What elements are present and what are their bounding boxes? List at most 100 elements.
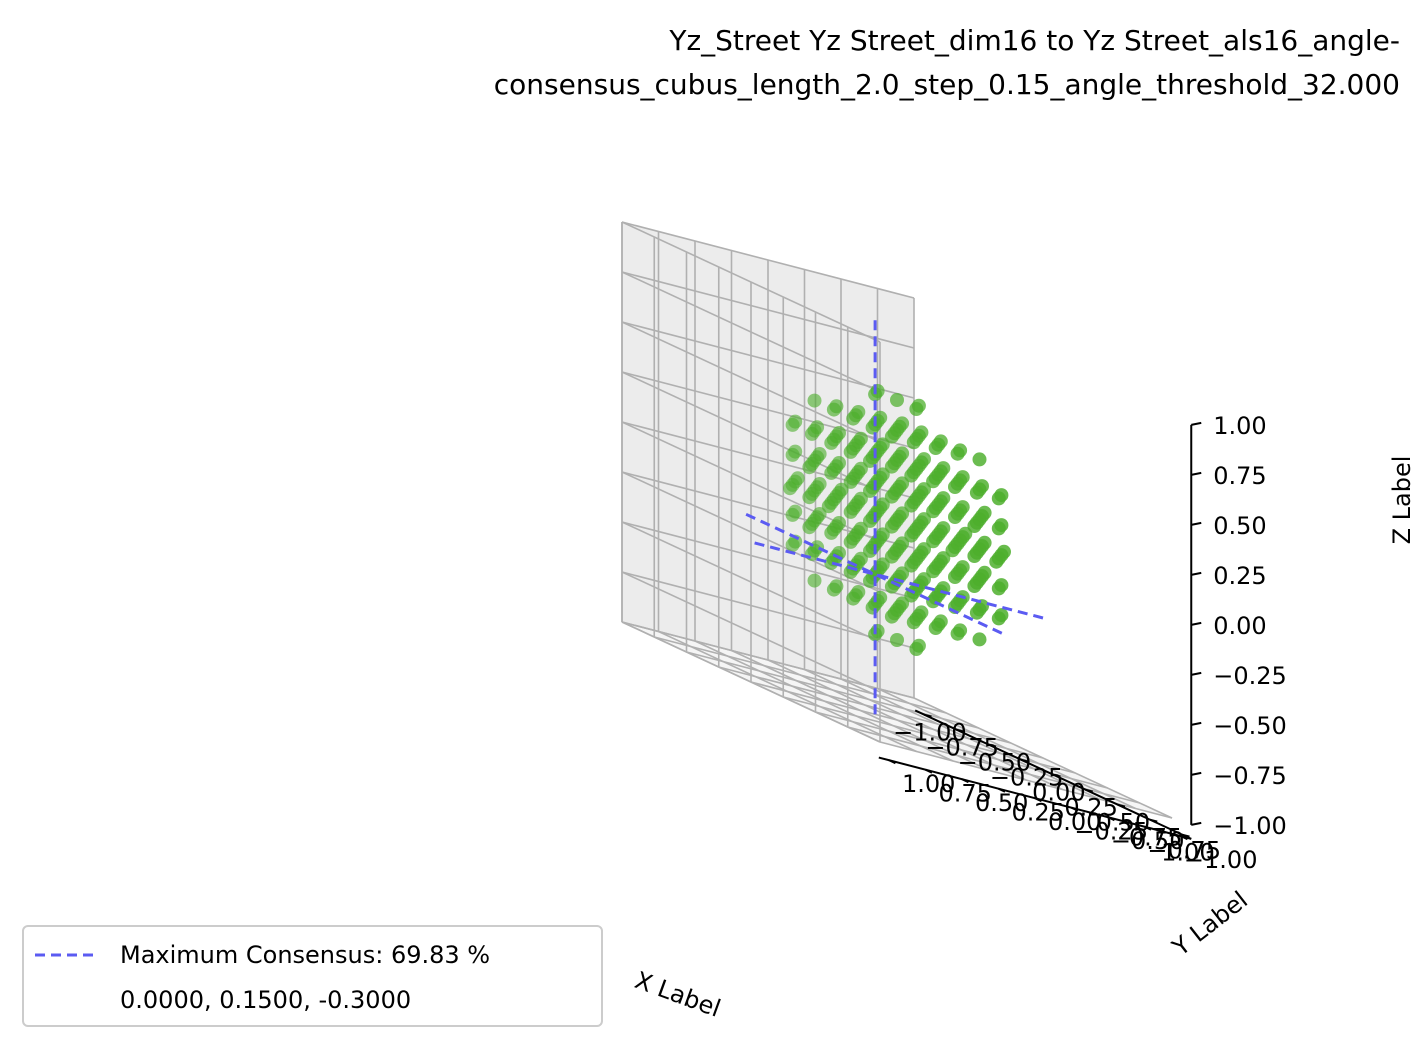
scatter-point [824, 525, 839, 540]
gridline [621, 221, 915, 299]
y-tick-label: −0.75 [1147, 837, 1221, 865]
x-tick-label: 0.50 [1097, 809, 1150, 837]
scatter-point [843, 444, 858, 459]
gridline [621, 621, 881, 743]
scatter-point [884, 609, 899, 624]
x-tick-mark [923, 713, 932, 718]
scatter-point [824, 435, 839, 450]
z-tick-label: −0.25 [1213, 662, 1287, 690]
gridline [694, 640, 954, 762]
scatter-point [909, 642, 924, 656]
gridline [731, 649, 990, 772]
scatter-point [826, 402, 841, 417]
scatter-point [846, 411, 861, 426]
scatter-point [928, 441, 943, 455]
scatter-point [853, 521, 868, 536]
x-tick-label: −0.25 [990, 764, 1064, 792]
scatter-point [863, 573, 877, 588]
y-tick-mark [1107, 816, 1115, 822]
scatter-point [853, 551, 868, 566]
y-tick-label: 0.75 [938, 780, 991, 808]
z-tick-label: −1.00 [1213, 812, 1287, 840]
z-tick-label: 0.25 [1213, 562, 1266, 590]
y-tick-mark [998, 787, 1006, 793]
scatter-point [802, 460, 817, 475]
y-tick-label: −0.50 [1111, 827, 1185, 855]
z-tick-mark [1191, 421, 1202, 426]
y-tick-label: 0.50 [975, 789, 1028, 817]
gridline [621, 221, 881, 343]
scatter-point [843, 504, 858, 519]
y-tick-label: −0.25 [1074, 818, 1148, 846]
y-tick-mark [1071, 806, 1079, 812]
y-tick-label: −1.00 [1184, 846, 1258, 874]
scatter-point [824, 465, 839, 480]
scatter-point [826, 582, 841, 597]
scatter-points [783, 384, 1011, 656]
scatter-point [843, 534, 858, 549]
axes-ticks: −1.00−0.75−0.50−0.250.000.250.500.751.00… [888, 412, 1287, 874]
consensus-line-y [750, 540, 1044, 620]
scatter-point [906, 435, 921, 450]
scatter-point [928, 591, 943, 605]
scatter-point [991, 491, 1006, 506]
legend-entry-coords: 0.0000, 0.1500, -0.3000 [120, 986, 411, 1014]
scatter-point [805, 426, 819, 441]
z-tick-label: −0.50 [1213, 712, 1287, 740]
scatter-point [785, 507, 800, 522]
scatter-point [991, 611, 1006, 626]
x-tick-label: −1.00 [893, 719, 967, 747]
y-tick-mark [961, 778, 969, 784]
x-tick-mark [988, 743, 997, 748]
y-tick-label: 1.00 [902, 770, 955, 798]
scatter-point [906, 615, 921, 630]
y-tick-mark [888, 759, 896, 765]
scatter-point [785, 417, 800, 432]
scatter-point [890, 393, 904, 407]
x-tick-mark [1085, 788, 1094, 793]
scatter-point [972, 452, 987, 467]
scatter-point [967, 549, 982, 563]
scatter-point [906, 465, 921, 480]
scatter-point [785, 447, 800, 462]
scatter-point [991, 521, 1006, 536]
y-tick-mark [925, 768, 933, 774]
y-tick-label: 0.00 [1048, 808, 1101, 836]
scatter-point [875, 557, 890, 572]
x-axis-label: X Label [631, 966, 724, 1023]
scatter-point [928, 561, 943, 575]
z-tick-mark [1191, 821, 1202, 826]
scatter-point [948, 480, 962, 494]
y-tick-mark [1034, 797, 1042, 803]
z-tick-mark [1191, 621, 1202, 626]
z-tick-mark [1191, 721, 1202, 726]
scatter-point [863, 543, 877, 558]
scatter-point [807, 393, 822, 408]
scatter-point [802, 520, 817, 535]
z-tick-mark [1191, 521, 1202, 526]
scatter-point [821, 499, 836, 514]
z-tick-mark [1191, 471, 1202, 476]
x-tick-mark [956, 728, 965, 733]
x-tick-label: 1.00 [1161, 839, 1214, 867]
scatter-point [884, 489, 899, 504]
scatter-point [928, 621, 943, 635]
scatter-point [989, 554, 1004, 569]
scatter-point [884, 459, 899, 474]
scatter-point [948, 570, 962, 584]
scatter-point [853, 491, 868, 506]
scatter-point [969, 485, 984, 500]
z-tick-label: 0.50 [1213, 512, 1266, 540]
legend-box [22, 925, 603, 1027]
scatter-point [783, 481, 797, 496]
x-tick-mark [1020, 758, 1029, 763]
x-tick-mark [1149, 818, 1158, 823]
scatter-point [950, 446, 965, 461]
z-axis-label: Z Label [1388, 456, 1416, 545]
x-tick-label: 0.75 [1129, 824, 1182, 852]
legend-entry-label: Maximum Consensus: 69.83 % [120, 941, 490, 969]
scatter-point [884, 519, 899, 534]
scatter-point [865, 600, 880, 615]
scatter-point [884, 549, 899, 564]
